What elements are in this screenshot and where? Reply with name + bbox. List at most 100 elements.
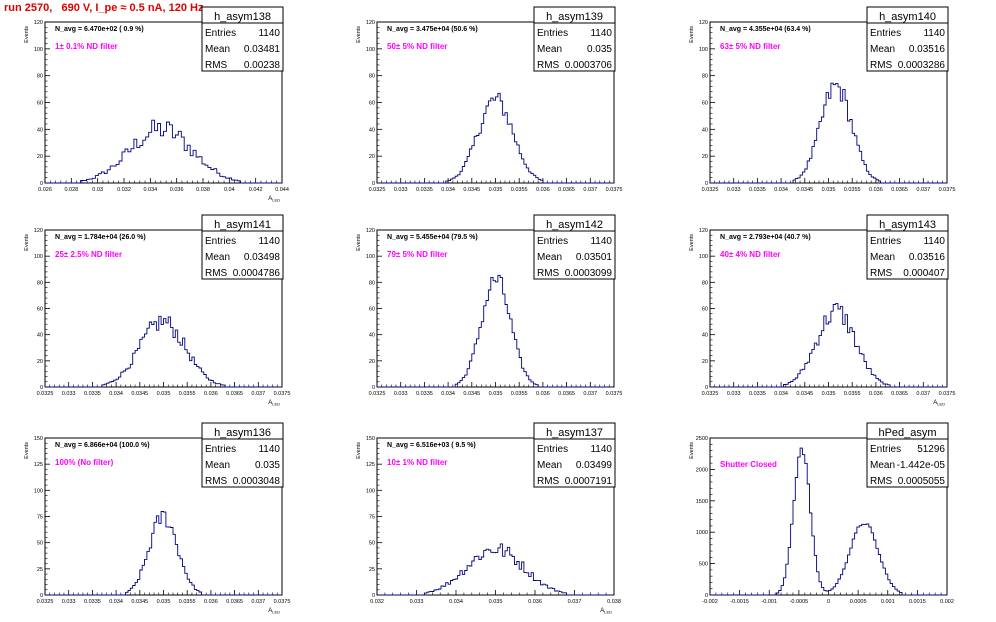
y-tick-label: 500 — [699, 562, 708, 568]
stats-key: Mean — [205, 44, 230, 55]
x-axis-title-subscript: LED — [604, 610, 612, 615]
histogram-name: hPed_asym — [878, 427, 936, 439]
x-axis-title: ALED — [268, 608, 280, 615]
x-tick-label: 0.035 — [822, 391, 836, 397]
x-tick-label: 0.0365 — [226, 391, 243, 397]
y-axis-title: Events — [356, 234, 362, 251]
histogram-line — [377, 92, 614, 184]
x-tick-label: 0.0325 — [369, 187, 386, 193]
stats-value: 0.00238 — [244, 60, 281, 71]
y-tick-label: 40 — [37, 333, 43, 339]
x-tick-label: 0.0335 — [749, 187, 766, 193]
filter-label: 40± 4% ND filter — [720, 250, 780, 259]
stats-value: 0.035 — [587, 44, 612, 55]
y-tick-label: 40 — [37, 127, 43, 133]
x-tick-label: 0.034 — [774, 187, 788, 193]
x-tick-label: 0.0345 — [463, 187, 480, 193]
x-tick-label: 0.037 — [916, 391, 930, 397]
y-tick-label: 20 — [702, 154, 708, 160]
y-tick-label: 25 — [369, 567, 375, 573]
y-tick-label: 20 — [369, 359, 375, 365]
n-avg-label: N_avg = 6.866e+04 (100.0 %) — [55, 442, 150, 449]
x-tick-label: 0.0335 — [416, 187, 433, 193]
y-tick-label: 1500 — [696, 499, 708, 505]
histogram-panel-h_asym139: 0.0325 0.033 0.0335 0.034 0.0345 0.035 0.0355 0… — [356, 6, 622, 193]
y-tick-label: 80 — [702, 280, 708, 286]
x-tick-label: 0.035 — [157, 599, 171, 605]
stats-key: Entries — [205, 236, 236, 247]
x-tick-label: 0.033 — [394, 187, 408, 193]
x-tick-label: 0.026 — [38, 187, 52, 193]
histogram-name: h_asym143 — [879, 219, 936, 231]
x-tick-label: 0.032 — [370, 599, 384, 605]
x-tick-label: 0.033 — [394, 391, 408, 397]
y-tick-label: 20 — [369, 154, 375, 160]
x-axis-title: ALED — [600, 608, 612, 615]
histogram-panel-h_asym141: 0.0325 0.033 0.0335 0.034 0.0345 0.035 0.0355 0… — [24, 214, 290, 407]
stats-key: Entries — [870, 28, 901, 39]
y-tick-label: 40 — [702, 333, 708, 339]
stats-key: Entries — [870, 236, 901, 247]
stats-value: 0.03516 — [909, 44, 946, 55]
x-tick-label: 0.037 — [583, 187, 597, 193]
stats-box — [201, 214, 284, 280]
stats-key: Mean — [537, 252, 562, 263]
stats-key: Mean — [205, 460, 230, 471]
stats-value: -1.442e-05 — [897, 460, 946, 471]
run-title: run 2570, 690 V, I_pe ≈ 0.5 nA, 120 Hz — [4, 2, 204, 14]
histogram-line — [45, 315, 282, 388]
y-tick-label: 100 — [34, 47, 43, 53]
x-tick-label: 0.038 — [196, 187, 210, 193]
stats-value: 0.0003286 — [898, 60, 946, 71]
y-tick-label: 120 — [366, 20, 375, 26]
histogram-name: h_asym142 — [546, 219, 603, 231]
stats-key: RMS — [205, 476, 228, 487]
y-tick-label: 60 — [369, 101, 375, 107]
y-tick-label: 100 — [366, 47, 375, 53]
stats-box — [533, 214, 616, 280]
n-avg-label: N_avg = 4.355e+04 (63.4 %) — [720, 26, 811, 33]
x-tick-label: 0.0365 — [558, 187, 575, 193]
stats-box — [533, 422, 616, 488]
x-tick-label: 0.035 — [489, 187, 503, 193]
x-axis-title: ALED — [933, 400, 945, 407]
x-tick-label: 0.037 — [583, 391, 597, 397]
y-tick-label: 80 — [37, 74, 43, 80]
n-avg-label: N_avg = 5.455e+04 (79.5 %) — [387, 234, 478, 241]
stats-key: RMS — [870, 476, 893, 487]
stats-value: 1140 — [590, 28, 612, 39]
stats-value: 1140 — [258, 236, 280, 247]
y-tick-label: 150 — [366, 436, 375, 442]
y-tick-label: 100 — [699, 254, 708, 260]
x-tick-label: 0.034 — [449, 599, 463, 605]
x-tick-label: 0.033 — [727, 187, 741, 193]
x-tick-label: 0.044 — [275, 187, 289, 193]
y-tick-label: 125 — [34, 462, 43, 468]
y-tick-label: 100 — [699, 47, 708, 53]
y-tick-label: 75 — [37, 515, 43, 521]
x-axis-title-subscript: LED — [272, 198, 280, 203]
x-tick-label: 0.0335 — [416, 391, 433, 397]
y-axis-title: Events — [689, 26, 695, 43]
stats-value: 0.03499 — [576, 460, 613, 471]
histogram-line — [45, 511, 282, 596]
x-tick-label: 0.0365 — [891, 187, 908, 193]
stats-key: Entries — [537, 444, 568, 455]
histogram-panel-h_asym142: 0.0325 0.033 0.0335 0.034 0.0345 0.035 0.0355 0… — [356, 214, 622, 397]
histogram-panel-h_asym143: 0.0325 0.033 0.0335 0.034 0.0345 0.035 0.0355 0… — [689, 214, 955, 407]
stats-key: Entries — [870, 444, 901, 455]
histogram-line — [710, 82, 947, 184]
stats-box — [201, 6, 284, 72]
y-tick-label: 150 — [34, 436, 43, 442]
n-avg-label: N_avg = 1.784e+04 (26.0 %) — [55, 234, 146, 241]
y-tick-label: 0 — [705, 593, 708, 599]
n-avg-label: N_avg = 6.470e+02 ( 0.9 %) — [55, 26, 144, 33]
x-tick-label: 0.037 — [251, 391, 265, 397]
y-tick-label: 60 — [702, 101, 708, 107]
stats-box — [533, 6, 616, 72]
y-axis-title: Events — [689, 234, 695, 251]
x-tick-label: 0.0325 — [37, 391, 54, 397]
x-tick-label: 0.0335 — [84, 391, 101, 397]
y-tick-label: 100 — [366, 488, 375, 494]
